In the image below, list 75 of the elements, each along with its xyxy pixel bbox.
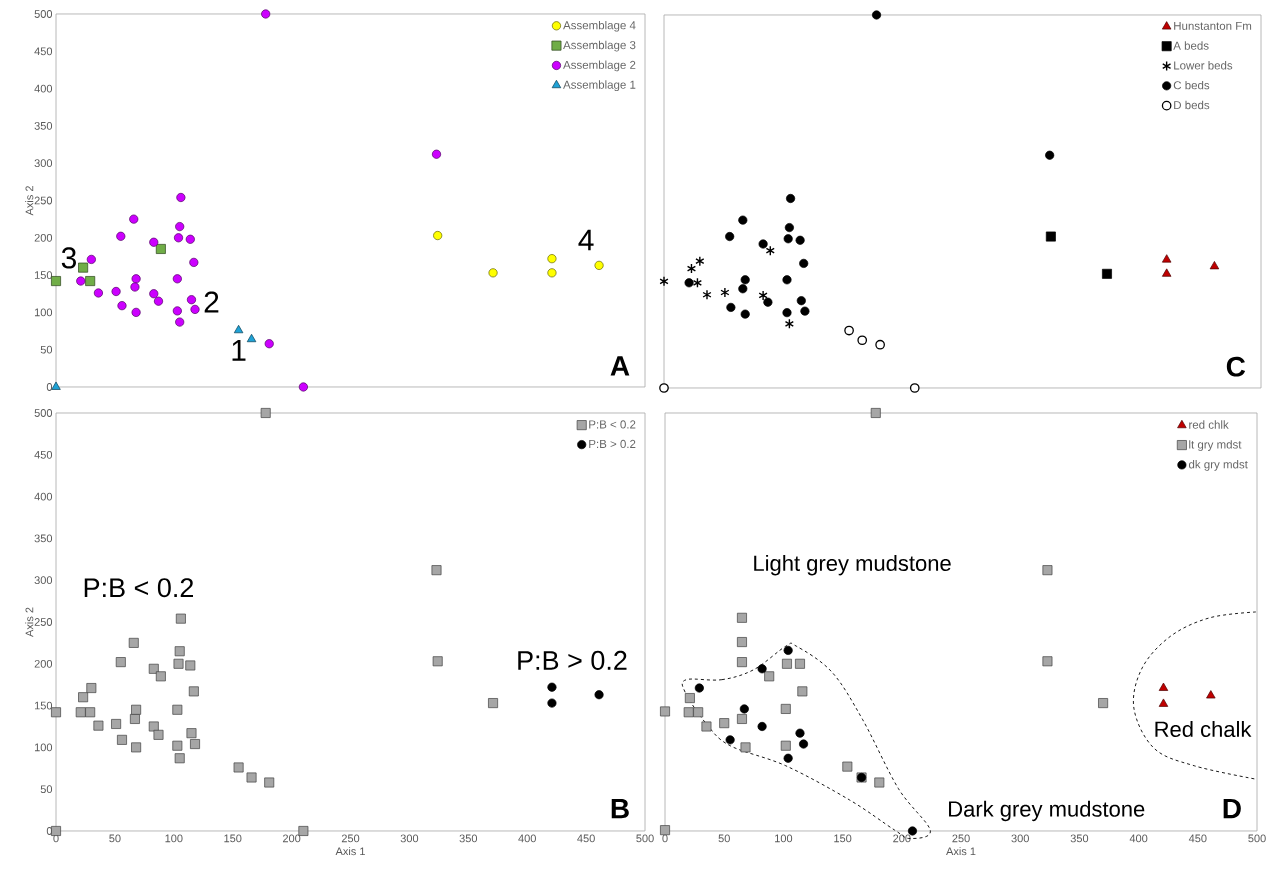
x-tick-label: 450 <box>577 834 595 843</box>
y-tick-label: 0 <box>46 827 53 835</box>
x-tick-label: 350 <box>1070 834 1089 843</box>
y-tick-label: 50 <box>40 785 53 794</box>
y-tick-label: 150 <box>34 701 53 710</box>
annotation: Dark grey mudstone <box>949 800 1145 822</box>
y-tick-label: 450 <box>34 450 53 459</box>
annotation: Light grey mudstone <box>754 554 951 576</box>
y-tick-label: 100 <box>34 743 53 752</box>
y-tick-label: 200 <box>34 659 53 668</box>
x-tick-label: 250 <box>952 834 970 843</box>
x-tick-label: 400 <box>1129 834 1148 843</box>
legend-label: red chlk <box>1189 420 1229 429</box>
legend-label: Lower beds <box>1174 61 1233 70</box>
y-tick-label: 500 <box>34 409 53 417</box>
legend-label: dk gry mdst <box>1188 459 1248 471</box>
y-tick-label: 250 <box>34 618 53 626</box>
annotation: D <box>1223 798 1241 819</box>
annotation: Red chalk <box>1155 720 1252 738</box>
x-tick-label: 500 <box>1248 834 1266 843</box>
x-tick-label: 500 <box>636 834 654 843</box>
annotation: P:B > 0.2 <box>518 650 627 670</box>
annotation: 4 <box>578 229 594 251</box>
y-tick-label: 300 <box>34 576 53 585</box>
x-tick-label: 400 <box>518 834 536 843</box>
annotation: P:B < 0.2 <box>84 578 194 598</box>
x-tick-label: 100 <box>165 834 183 843</box>
legend-label: Assemblage 3 <box>563 40 636 52</box>
x-tick-label: 100 <box>775 834 793 843</box>
legend-label: P:B < 0.2 <box>589 420 636 429</box>
y-tick-label: 500 <box>34 10 53 18</box>
annotation: A <box>610 356 630 376</box>
annotation: 3 <box>61 247 76 269</box>
x-tick-label: 200 <box>282 834 301 843</box>
legend-label: Assemblage 2 <box>563 60 636 72</box>
x-axis-title: Axis 1 <box>335 847 365 856</box>
y-tick-label: 150 <box>34 271 53 279</box>
y-tick-label: 100 <box>34 308 53 317</box>
y-axis-title: Axis 2 <box>25 186 34 216</box>
legend-label: Assemblage 1 <box>563 80 636 92</box>
legend-label: lt gry mdst <box>1189 440 1242 451</box>
annotation: 2 <box>204 291 219 313</box>
x-tick-label: 50 <box>109 834 121 843</box>
annotation: 1 <box>232 340 246 361</box>
y-tick-label: 450 <box>34 47 53 56</box>
x-tick-label: 450 <box>1188 834 1207 843</box>
legend-label: Hunstanton Fm <box>1174 21 1252 30</box>
legend-label: P:B > 0.2 <box>589 439 636 448</box>
x-tick-label: 200 <box>893 834 911 843</box>
y-tick-label: 250 <box>34 196 53 205</box>
x-tick-label: 0 <box>662 834 668 843</box>
legend-label: A beds <box>1173 41 1209 50</box>
annotation: B <box>611 798 629 819</box>
legend-label: C beds <box>1173 80 1210 90</box>
y-axis-title: Axis 2 <box>25 607 34 637</box>
x-tick-label: 50 <box>718 834 730 843</box>
x-tick-label: 300 <box>400 834 419 843</box>
x-tick-label: 150 <box>834 834 852 843</box>
y-tick-label: 350 <box>34 534 53 543</box>
legend-label: D beds <box>1174 100 1210 110</box>
y-tick-label: 300 <box>34 159 53 168</box>
y-tick-label: 400 <box>34 84 53 93</box>
y-tick-label: 400 <box>34 492 53 501</box>
x-tick-label: 300 <box>1011 834 1029 843</box>
x-axis-title: Axis 1 <box>946 847 976 856</box>
y-tick-label: 50 <box>40 345 53 354</box>
y-tick-label: 0 <box>46 383 53 391</box>
y-tick-label: 200 <box>34 233 53 242</box>
x-tick-label: 250 <box>341 834 360 843</box>
annotation: C <box>1226 356 1246 377</box>
x-tick-label: 0 <box>53 834 59 843</box>
legend-label: Assemblage 4 <box>563 20 636 32</box>
x-tick-label: 350 <box>459 834 478 843</box>
x-tick-label: 150 <box>224 834 242 843</box>
y-tick-label: 350 <box>34 121 53 130</box>
